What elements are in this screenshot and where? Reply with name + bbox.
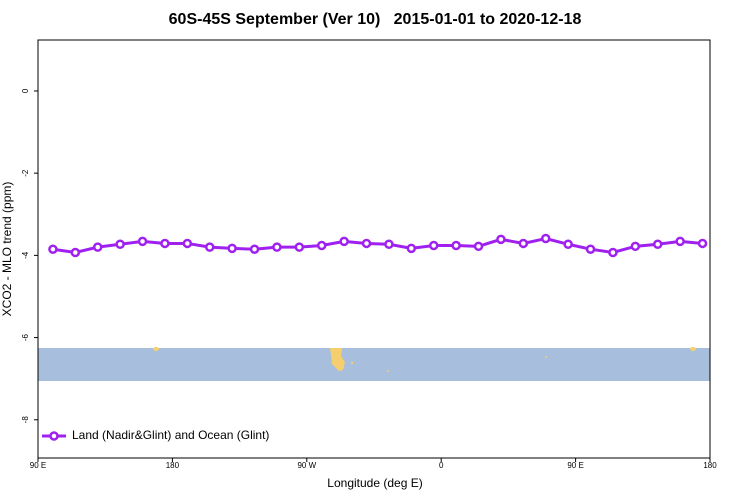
land [387,370,389,372]
point [428,240,439,251]
point [451,240,461,251]
point [697,238,708,249]
point [249,244,260,254]
point [272,242,282,252]
point [92,242,103,252]
point [384,239,394,250]
point [652,239,663,250]
point [518,238,529,249]
x-tick-label: 180 [703,461,717,470]
point [473,241,484,252]
land [153,347,159,351]
land [330,348,345,371]
x-tick-label: 90 W [297,461,316,470]
y-tick-label: -2 [21,169,30,177]
point [339,236,349,247]
y-axis-label: XCO2 - MLO trend (ppm) [0,182,14,317]
x-axis-label: Longitude (deg E) [327,476,422,490]
point [182,238,193,249]
point [48,244,58,254]
point [630,241,641,252]
land [545,356,547,358]
y-tick-label: -8 [21,416,30,424]
x-tick-label: 90 E [567,461,583,470]
point [563,239,573,250]
plot-frame [37,39,711,459]
map-strip [38,347,710,381]
y-tick-label: -4 [21,251,30,259]
point [585,244,596,254]
point [316,240,327,251]
chart-title: 60S-45S September (Ver 10) 2015-01-01 to… [169,11,582,28]
point [160,238,170,249]
point [361,238,372,249]
point [204,242,215,252]
x-tick-label: 90 E [30,461,46,470]
legend-marker [49,431,59,441]
series-line [52,236,703,255]
point [406,243,417,254]
point [496,234,506,245]
land [350,361,354,365]
point [675,236,685,247]
point [227,243,237,254]
point [608,247,618,258]
legend-label: Land (Nadir&Glint) and Ocean (Glint) [72,428,269,442]
ocean-band [38,348,710,381]
land [690,347,696,351]
x-tick-label: 0 [439,461,444,470]
y-tick-label: 0 [21,88,30,93]
point [115,239,125,250]
x-tick-label: 180 [166,461,180,470]
point [294,242,305,252]
y-tick-label: -6 [21,333,30,341]
point [540,233,551,244]
point [137,236,148,247]
point [70,247,81,258]
